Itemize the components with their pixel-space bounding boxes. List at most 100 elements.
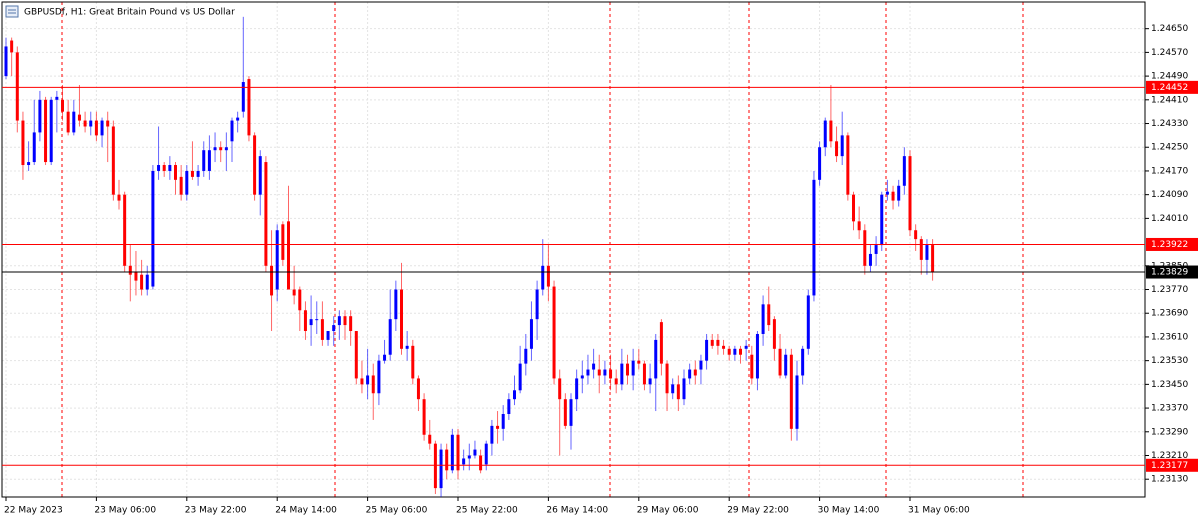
candle-body	[614, 378, 618, 385]
candle-body	[919, 239, 923, 260]
y-tick-label: 1.23370	[1151, 404, 1188, 414]
candle-body	[626, 363, 629, 376]
y-tick-label: 1.24650	[1151, 24, 1188, 34]
candle-body	[795, 375, 799, 429]
y-tick-label: 1.24330	[1151, 119, 1188, 129]
candle-body	[320, 319, 324, 340]
candle-body	[750, 354, 754, 379]
candle-body	[541, 265, 545, 290]
y-tick-label: 1.23770	[1151, 285, 1188, 295]
candle-body	[868, 253, 872, 266]
candle-body	[739, 348, 742, 355]
candle-body	[852, 194, 855, 222]
candle-body	[445, 449, 449, 471]
candle-body	[835, 141, 839, 157]
candle-body	[61, 99, 64, 112]
candle-body	[806, 295, 810, 349]
candle-body	[592, 363, 596, 370]
candle-body	[179, 176, 183, 195]
candle-body	[49, 99, 53, 163]
y-tick-label: 1.23210	[1151, 451, 1188, 461]
candle-body	[190, 170, 194, 177]
candle-body	[400, 289, 403, 349]
candle-body	[236, 117, 240, 121]
candle-body	[411, 345, 415, 379]
candle-body	[727, 348, 731, 355]
y-tick-label: 1.24250	[1151, 143, 1188, 153]
candle-body	[343, 316, 347, 326]
candle-body	[224, 147, 228, 151]
candle-body	[185, 170, 189, 195]
period-separators	[61, 2, 1024, 497]
candle-body	[281, 224, 285, 260]
candle-body	[10, 40, 14, 53]
candle-body	[38, 99, 42, 133]
candle-body	[371, 375, 375, 394]
candle-body	[292, 289, 296, 296]
candle-body	[247, 79, 251, 136]
candle-body	[575, 378, 579, 400]
candle-body	[891, 191, 895, 201]
candle-body	[507, 399, 511, 415]
x-tick-label: 23 May 06:00	[94, 506, 156, 516]
candle-body	[518, 363, 522, 391]
candle-body	[620, 363, 624, 385]
chart-icon-frame[interactable]	[5, 5, 19, 18]
candle-body	[699, 360, 703, 370]
candle-body	[569, 399, 573, 426]
candle-body	[631, 360, 635, 376]
y-tick-label: 1.23690	[1151, 309, 1188, 319]
y-tick-label: 1.24490	[1151, 72, 1188, 82]
candle-body	[490, 425, 494, 444]
candle-body	[462, 458, 466, 465]
x-tick-label: 31 May 06:00	[908, 506, 970, 516]
y-tick-label: 1.24570	[1151, 48, 1188, 58]
candle-body	[648, 378, 652, 385]
candle-body	[309, 319, 313, 326]
candle-body	[72, 111, 76, 133]
candle-body	[761, 304, 765, 334]
candle-body	[354, 331, 358, 379]
candle-body	[789, 354, 793, 429]
candle-body	[366, 375, 370, 385]
candle-body	[513, 390, 516, 400]
candle-body	[688, 369, 692, 379]
candle-body	[880, 194, 884, 246]
candle-body	[258, 156, 262, 195]
candle-body	[128, 265, 132, 275]
candle-body	[253, 135, 257, 195]
candle-body	[337, 316, 341, 326]
candle-body	[44, 99, 48, 163]
candle-body	[377, 360, 381, 394]
candle-body	[479, 455, 483, 471]
candle-body	[140, 274, 144, 290]
candle-body	[829, 120, 833, 142]
candle-body	[716, 339, 720, 346]
candle-body	[755, 333, 759, 379]
candle-body	[654, 339, 658, 379]
candle-body	[174, 165, 177, 180]
candle-body	[682, 378, 686, 400]
candle-body	[134, 271, 138, 281]
candle-body	[416, 378, 420, 400]
x-tick-label: 25 May 06:00	[366, 506, 428, 516]
candle-body	[801, 348, 805, 376]
candle-body	[219, 147, 223, 151]
chart-icon[interactable]	[5, 5, 19, 18]
candle-body	[676, 384, 680, 400]
candle-body	[264, 162, 268, 266]
candle-body	[659, 322, 663, 364]
candle-body	[603, 369, 607, 376]
candle-body	[484, 443, 488, 465]
candle-body	[580, 375, 584, 379]
candle-body	[303, 310, 307, 332]
candle-body	[767, 304, 771, 326]
chart-title: GBPUSDf, H1: Great Britain Pound vs US D…	[24, 8, 235, 18]
candle-body	[213, 147, 217, 151]
candle-body	[744, 345, 748, 349]
candle-body	[162, 165, 166, 171]
candle-body	[467, 455, 471, 459]
price-level-box	[1146, 237, 1198, 251]
candle-body	[863, 230, 867, 266]
candle-body	[83, 120, 87, 127]
